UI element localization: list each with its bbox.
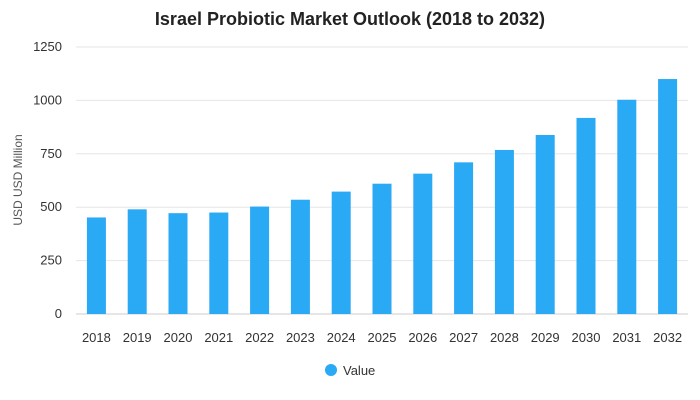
x-tick-label: 2031	[612, 330, 641, 345]
bar-2025[interactable]	[372, 183, 392, 314]
y-tick-label: 1000	[33, 92, 62, 107]
x-tick-label: 2032	[653, 330, 682, 345]
bar-2026[interactable]	[413, 173, 433, 314]
x-tick-label: 2020	[164, 330, 193, 345]
legend-swatch	[325, 364, 337, 376]
chart-title: Israel Probiotic Market Outlook (2018 to…	[155, 9, 545, 29]
bar-2027[interactable]	[454, 162, 474, 314]
bar-2032[interactable]	[658, 79, 678, 314]
bar-2021[interactable]	[209, 212, 229, 314]
y-axis-ticks: 0 250 500 750 1000 1250	[33, 39, 62, 321]
bar-2018[interactable]	[86, 217, 106, 314]
x-tick-label: 2023	[286, 330, 315, 345]
x-tick-label: 2025	[368, 330, 397, 345]
bar-2022[interactable]	[250, 206, 270, 314]
legend-label: Value	[343, 363, 375, 378]
x-tick-label: 2026	[408, 330, 437, 345]
bar-2023[interactable]	[290, 199, 310, 314]
y-tick-label: 0	[55, 306, 62, 321]
x-tick-label: 2021	[204, 330, 233, 345]
bar-2029[interactable]	[535, 135, 555, 314]
bars	[86, 79, 678, 315]
y-tick-label: 500	[40, 199, 62, 214]
x-tick-label: 2018	[82, 330, 111, 345]
bar-2028[interactable]	[494, 149, 514, 314]
x-tick-label: 2024	[327, 330, 356, 345]
x-tick-label: 2019	[123, 330, 152, 345]
x-tick-label: 2030	[572, 330, 601, 345]
bar-2031[interactable]	[617, 99, 637, 314]
x-tick-label: 2022	[245, 330, 274, 345]
x-axis-ticks: 2018 2019 2020 2021 2022 2023 2024 2025 2026 2027…	[82, 330, 682, 345]
y-tick-label: 750	[40, 146, 62, 161]
bar-2019[interactable]	[127, 209, 147, 314]
x-tick-label: 2028	[490, 330, 519, 345]
y-tick-label: 1250	[33, 39, 62, 54]
y-tick-label: 250	[40, 253, 62, 268]
bar-2024[interactable]	[331, 191, 351, 314]
legend[interactable]: Value	[325, 363, 375, 378]
y-axis-label: USD USD Million	[11, 134, 25, 225]
x-tick-label: 2027	[449, 330, 478, 345]
bar-2020[interactable]	[168, 213, 188, 314]
bar-2030[interactable]	[576, 117, 596, 315]
x-tick-label: 2029	[531, 330, 560, 345]
